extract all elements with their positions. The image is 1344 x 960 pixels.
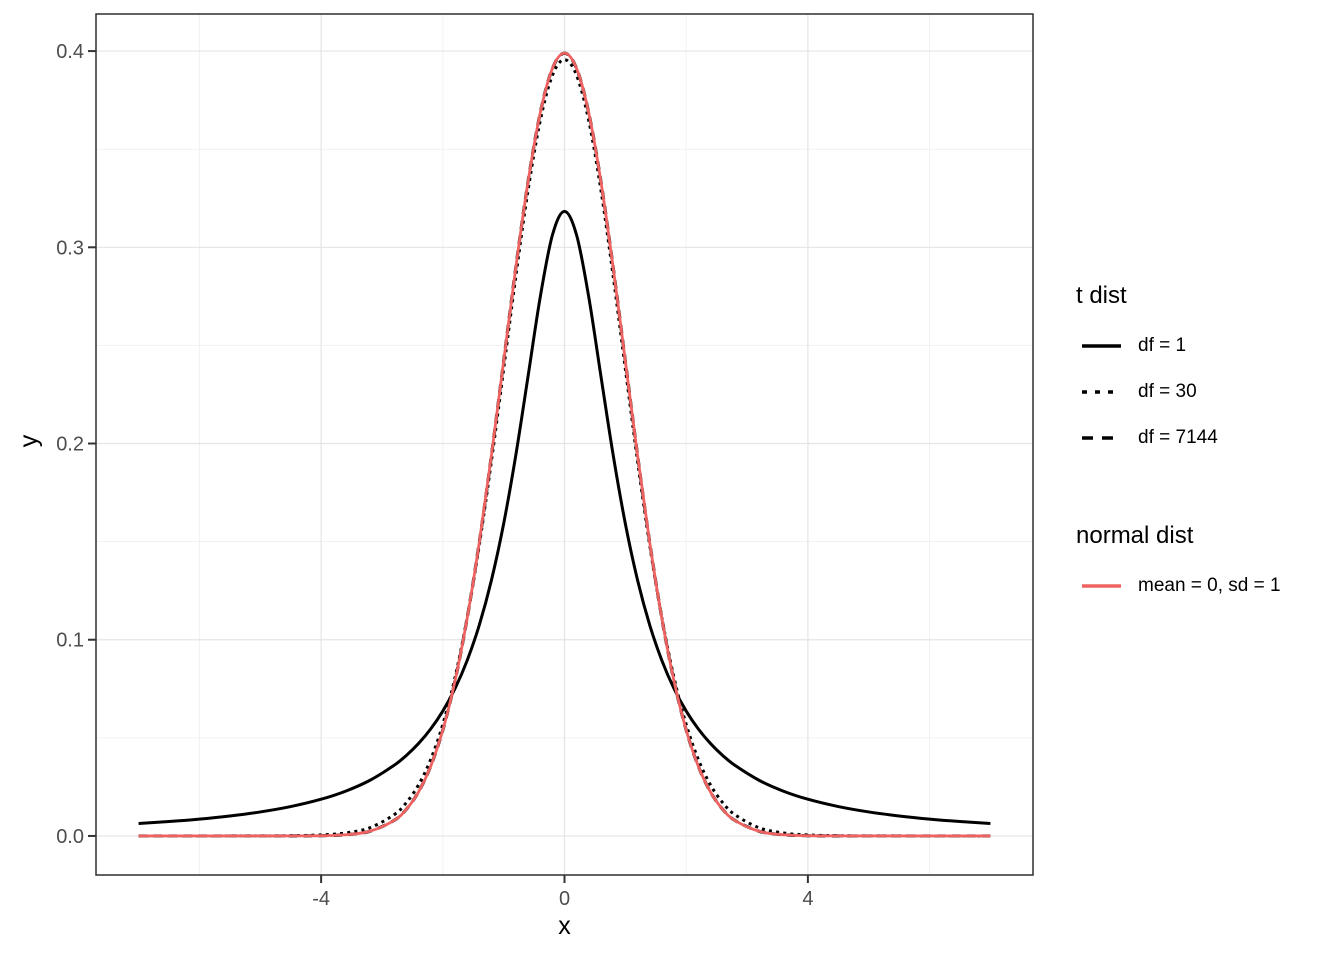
legend-label-df-7144: df = 7144: [1138, 427, 1218, 448]
legend-item-df-1: df = 1: [1076, 323, 1326, 369]
legend-label-df-1: df = 1: [1138, 335, 1187, 356]
legend-items-normal-dist: mean = 0, sd = 1: [1076, 563, 1326, 609]
grid-major: [96, 14, 1033, 875]
legend-label-mean-0-sd-1: mean = 0, sd = 1: [1138, 575, 1281, 596]
red-line-key-icon: [1082, 584, 1121, 588]
x-tick-label: 4: [802, 888, 813, 910]
solid-line-key-icon: [1082, 344, 1121, 348]
legend-group-normal-dist: normal dist mean = 0, sd = 1: [1076, 523, 1326, 609]
legend-item-df-7144: df = 7144: [1076, 415, 1326, 461]
y-tick-label: 0.4: [56, 41, 84, 63]
y-axis: 0.0 0.1 0.2 0.3 0.4: [56, 41, 96, 848]
legend-group-t-dist: t dist df = 1 df = 30: [1076, 283, 1326, 461]
y-tick-label: 0.3: [56, 237, 84, 259]
y-tick-label: 0.0: [56, 826, 84, 848]
curve-mean-0-sd-1: [138, 51, 991, 838]
legend-label-df-30: df = 30: [1138, 381, 1197, 402]
curve-df-30: [138, 58, 991, 838]
x-tick-label: -4: [312, 888, 330, 910]
dashed-line-key-icon: [1082, 436, 1121, 440]
x-axis: -4 0 4: [312, 875, 813, 910]
legend-items-t-dist: df = 1 df = 30 df = 7144: [1076, 323, 1326, 461]
legend-title-t-dist: t dist: [1076, 282, 1127, 309]
x-tick-label: 0: [559, 888, 570, 910]
legend: t dist df = 1 df = 30: [1076, 283, 1326, 609]
curve-df-1: [138, 209, 991, 825]
curves: [138, 51, 991, 838]
legend-item-mean-0-sd-1: mean = 0, sd = 1: [1076, 563, 1326, 609]
legend-title-normal-dist: normal dist: [1076, 522, 1194, 549]
y-tick-label: 0.2: [56, 434, 84, 456]
x-axis-title: x: [558, 912, 571, 940]
y-axis-title: y: [14, 434, 43, 448]
legend-item-df-30: df = 30: [1076, 369, 1326, 415]
y-tick-label: 0.1: [56, 630, 84, 652]
dotted-line-key-icon: [1082, 390, 1121, 394]
